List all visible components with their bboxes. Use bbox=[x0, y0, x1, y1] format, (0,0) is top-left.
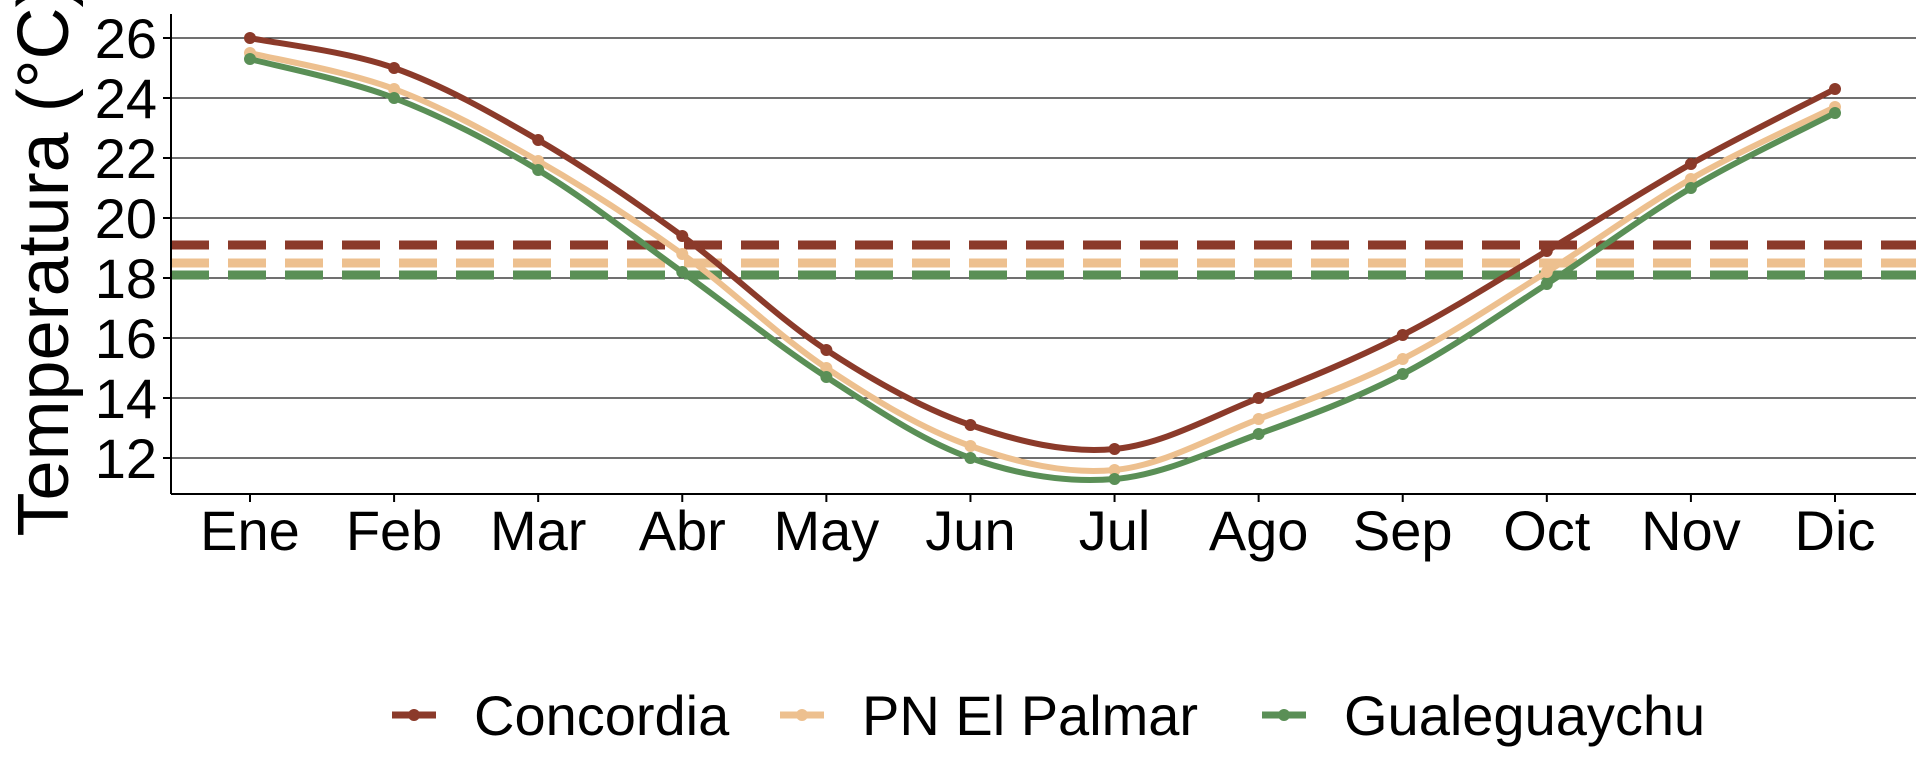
data-point-pn-el-palmar bbox=[1252, 413, 1265, 425]
data-point-gualeguaychu bbox=[1108, 473, 1121, 485]
x-tick-label: Jul bbox=[1079, 499, 1151, 562]
data-point-pn-el-palmar bbox=[1684, 173, 1697, 185]
legend-key-point-concordia bbox=[408, 709, 420, 721]
data-point-gualeguaychu bbox=[820, 371, 833, 383]
data-point-pn-el-palmar bbox=[388, 83, 401, 95]
data-point-pn-el-palmar bbox=[820, 362, 833, 374]
mean-lines bbox=[171, 240, 1916, 280]
data-point-concordia bbox=[1252, 392, 1265, 404]
y-tick-label: 20 bbox=[95, 187, 157, 250]
y-tick-label: 18 bbox=[95, 247, 157, 310]
y-tick-label: 22 bbox=[95, 127, 157, 190]
y-tick-label: 14 bbox=[95, 367, 157, 430]
legend-label-gualeguaychu: Gualeguaychu bbox=[1344, 684, 1705, 747]
data-point-concordia bbox=[1108, 443, 1121, 455]
series-line-gualeguaychu bbox=[247, 56, 1838, 484]
data-point-pn-el-palmar bbox=[964, 440, 977, 452]
x-tick-label: Ago bbox=[1209, 499, 1309, 562]
data-point-gualeguaychu bbox=[1829, 107, 1841, 119]
data-point-concordia bbox=[388, 62, 401, 74]
data-point-gualeguaychu bbox=[1684, 182, 1697, 194]
x-tick-label: Ene bbox=[200, 499, 300, 562]
data-point-pn-el-palmar bbox=[532, 155, 545, 167]
y-tick-label: 16 bbox=[95, 307, 157, 370]
y-tick-label: 26 bbox=[95, 7, 157, 70]
data-point-gualeguaychu bbox=[964, 452, 977, 464]
data-point-concordia bbox=[1540, 245, 1553, 257]
x-tick-label: Sep bbox=[1353, 499, 1453, 562]
data-point-concordia bbox=[676, 230, 689, 242]
data-point-concordia bbox=[1684, 158, 1697, 170]
y-tick-label: 12 bbox=[95, 427, 157, 490]
data-point-concordia bbox=[244, 32, 256, 44]
data-point-gualeguaychu bbox=[244, 53, 256, 65]
data-point-concordia bbox=[1829, 83, 1841, 95]
legend-label-pn-el-palmar: PN El Palmar bbox=[862, 684, 1198, 747]
x-tick-label: Abr bbox=[639, 499, 726, 562]
series-line-pn-el-palmar bbox=[247, 50, 1838, 474]
data-point-concordia bbox=[1396, 329, 1409, 341]
data-point-gualeguaychu bbox=[1396, 368, 1409, 380]
data-point-gualeguaychu bbox=[532, 164, 545, 176]
data-point-concordia bbox=[964, 419, 977, 431]
x-tick-label: Nov bbox=[1641, 499, 1741, 562]
data-point-gualeguaychu bbox=[1540, 278, 1553, 290]
data-point-concordia bbox=[820, 344, 833, 356]
series-line-concordia bbox=[247, 35, 1838, 453]
data-point-gualeguaychu bbox=[1252, 428, 1265, 440]
legend-key-point-pn-el-palmar bbox=[796, 709, 808, 721]
y-axis-title: Temperatura (°C) bbox=[4, 0, 84, 536]
axes bbox=[170, 14, 1916, 495]
data-point-gualeguaychu bbox=[676, 266, 689, 278]
legend: Concordia PN El Palmar Gualeguaychu bbox=[392, 684, 1705, 747]
data-point-gualeguaychu bbox=[388, 92, 401, 104]
data-point-concordia bbox=[532, 134, 545, 146]
x-tick-labels: Ene Feb Mar Abr May Jun Jul Ago Sep Oct Nov Dic bbox=[200, 494, 1875, 562]
x-tick-label: Oct bbox=[1503, 499, 1591, 562]
x-tick-label: May bbox=[773, 499, 879, 562]
x-tick-label: Feb bbox=[346, 499, 443, 562]
x-tick-label: Jun bbox=[925, 499, 1015, 562]
x-tick-label: Dic bbox=[1795, 499, 1876, 562]
legend-key-point-gualeguaychu bbox=[1278, 709, 1290, 721]
data-point-pn-el-palmar bbox=[1540, 266, 1553, 278]
legend-label-concordia: Concordia bbox=[474, 684, 730, 747]
data-point-pn-el-palmar bbox=[1108, 464, 1121, 476]
y-tick-label: 24 bbox=[95, 67, 157, 130]
x-tick-label: Mar bbox=[490, 499, 586, 562]
series-lines bbox=[244, 32, 1841, 485]
data-point-pn-el-palmar bbox=[676, 248, 689, 260]
data-point-pn-el-palmar bbox=[1396, 353, 1409, 365]
